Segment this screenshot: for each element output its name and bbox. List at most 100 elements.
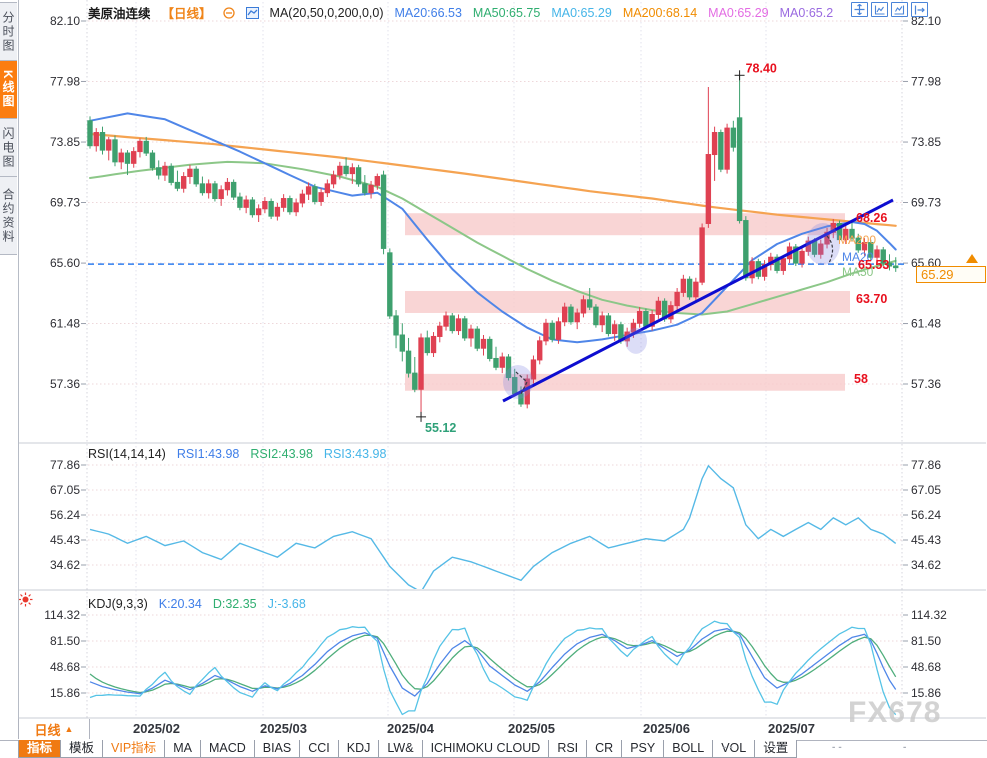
toolbar-item[interactable]: PSY — [622, 740, 665, 758]
toolbar-item[interactable]: VIP指标 — [103, 740, 166, 758]
ma-value: MA0:65.29 — [708, 5, 769, 20]
toolbar-item[interactable]: BIAS — [254, 740, 301, 758]
svg-text:67.05: 67.05 — [50, 483, 80, 497]
svg-text:73.85: 73.85 — [911, 135, 941, 149]
sidebar-tab[interactable]: 分时图 — [0, 2, 17, 61]
axis-labels: 82.10 82.10 77.98 77.98 73.85 73.85 69.73 69.73… — [44, 14, 947, 700]
svg-text:82.10: 82.10 — [911, 14, 941, 28]
toolbar-item[interactable]: 设置 — [755, 740, 798, 758]
svg-text:81.50: 81.50 — [911, 634, 941, 648]
svg-text:77.98: 77.98 — [911, 74, 941, 88]
fx678-watermark: FX678 — [848, 696, 942, 729]
svg-text:82.10: 82.10 — [50, 14, 80, 28]
toolbar-item[interactable]: MA — [165, 740, 201, 758]
date-label: 2025/06 — [643, 721, 690, 736]
ma-value: MA50:65.75 — [472, 5, 541, 20]
price-direction-arrow — [966, 254, 978, 263]
kdj-value: D:32.35 — [212, 597, 257, 611]
toolbar-item[interactable]: 指标 — [19, 740, 62, 758]
svg-text:114.32: 114.32 — [44, 608, 80, 622]
svg-text:114.32: 114.32 — [911, 608, 947, 622]
toolbar-item[interactable]: KDJ — [338, 740, 380, 758]
ma-value: MA0:65.29 — [551, 5, 612, 20]
kdj-legend: KDJ(9,3,3) K:20.34 D:32.35 J:-3.68 — [88, 597, 306, 611]
ma20-line — [89, 112, 897, 344]
chart-type-icon[interactable] — [245, 6, 259, 19]
rsi-line — [89, 464, 897, 589]
sidebar-tab[interactable]: 闪电图 — [0, 119, 17, 177]
chart-tools — [851, 2, 928, 17]
toolbar-item[interactable]: CR — [587, 740, 623, 758]
svg-text:61.48: 61.48 — [911, 317, 941, 331]
ma-value: MA20:66.53 — [394, 5, 462, 20]
date-label: 2025/04 — [387, 721, 434, 736]
toolbar-item[interactable]: MACD — [200, 740, 255, 758]
ghost-dashes: -- — [832, 742, 845, 753]
svg-text:73.85: 73.85 — [50, 135, 80, 149]
period-selector[interactable]: 日线 ▲ — [18, 719, 90, 739]
sketch-arrow — [826, 235, 834, 264]
svg-text:15.86: 15.86 — [911, 686, 941, 700]
svg-text:45.43: 45.43 — [50, 533, 80, 547]
highlight-ellipse — [806, 223, 840, 266]
kdj-formula: KDJ(9,3,3) — [88, 597, 148, 611]
rsi-value: RSI2:43.98 — [250, 447, 313, 461]
chevron-up-icon: ▲ — [64, 724, 74, 734]
svg-text:56.24: 56.24 — [50, 508, 80, 522]
sidebar-tab[interactable]: 合约资料 — [0, 177, 17, 255]
svg-text:81.50: 81.50 — [50, 634, 80, 648]
scale-right-icon[interactable] — [891, 2, 908, 17]
scale-left-icon[interactable] — [871, 2, 888, 17]
moving-average-lines — [88, 112, 897, 344]
date-label: 2025/05 — [508, 721, 555, 736]
highlight-ellipse — [625, 327, 647, 354]
svg-text:61.48: 61.48 — [50, 317, 80, 331]
last-price-tag: 65.29 — [916, 266, 986, 283]
indicator-toolbar: 指标 模板 VIP指标 MA MACD BIAS CCI KDJ LW& ICHIMOKU CLO… — [18, 740, 798, 758]
toolbar-item[interactable]: CCI — [300, 740, 339, 758]
collapse-icon[interactable] — [222, 6, 235, 19]
kdj-value: J:-3.68 — [267, 597, 306, 611]
candlestick-series — [87, 75, 899, 417]
ghost-dashes: -- — [723, 742, 736, 753]
pan-tool-icon[interactable] — [851, 2, 868, 17]
svg-text:77.98: 77.98 — [50, 74, 80, 88]
rsi-value: RSI3:43.98 — [323, 447, 387, 461]
svg-text:77.86: 77.86 — [50, 458, 80, 472]
svg-text:MA200: MA200 — [838, 233, 876, 247]
date-label: 2025/02 — [133, 721, 180, 736]
date-axis-row: 日线 ▲ 2025/02 2025/03 2025/04 2025/05 2025/06… — [0, 719, 987, 741]
rsi-formula: RSI(14,14,14) — [88, 447, 166, 461]
ma200-line — [88, 132, 897, 227]
rsi-legend: RSI(14,14,14) RSI1:43.98 RSI2:43.98 RSI3:4… — [88, 447, 386, 461]
toolbar-item[interactable]: RSI — [549, 740, 588, 758]
svg-text:MA50: MA50 — [842, 265, 874, 279]
svg-text:15.86: 15.86 — [50, 686, 80, 700]
ma-formula: MA(20,50,0,200,0,0) — [269, 5, 384, 20]
svg-text:65.60: 65.60 — [50, 256, 80, 270]
period-tag: 【日线】 — [161, 7, 212, 21]
svg-text:34.62: 34.62 — [911, 558, 941, 572]
svg-text:69.73: 69.73 — [911, 196, 941, 210]
kdj-k-line — [89, 628, 897, 697]
svg-text:68.26: 68.26 — [856, 211, 887, 225]
toolbar-item[interactable]: 模板 — [61, 740, 104, 758]
toolbar-item[interactable]: LW& — [379, 740, 423, 758]
sidebar: 分时图 K线图 闪电图 合约资料 — [0, 0, 19, 719]
ma-value: MA200:68.14 — [622, 5, 698, 20]
go-latest-icon[interactable] — [911, 2, 928, 17]
svg-text:48.68: 48.68 — [50, 660, 80, 674]
sidebar-tab[interactable]: K线图 — [0, 61, 17, 119]
svg-text:57.36: 57.36 — [911, 377, 941, 391]
toolbar-item[interactable]: ICHIMOKU CLOUD — [422, 740, 550, 758]
svg-text:58: 58 — [854, 372, 868, 386]
toolbar-item[interactable]: BOLL — [664, 740, 714, 758]
ghost-dashes: - — [903, 742, 910, 753]
indicator-settings-icon[interactable] — [18, 592, 33, 612]
svg-text:77.86: 77.86 — [911, 458, 941, 472]
svg-text:63.70: 63.70 — [856, 292, 887, 306]
symbol-name: 美原油连续 — [88, 7, 151, 21]
ma50-line — [89, 160, 897, 316]
